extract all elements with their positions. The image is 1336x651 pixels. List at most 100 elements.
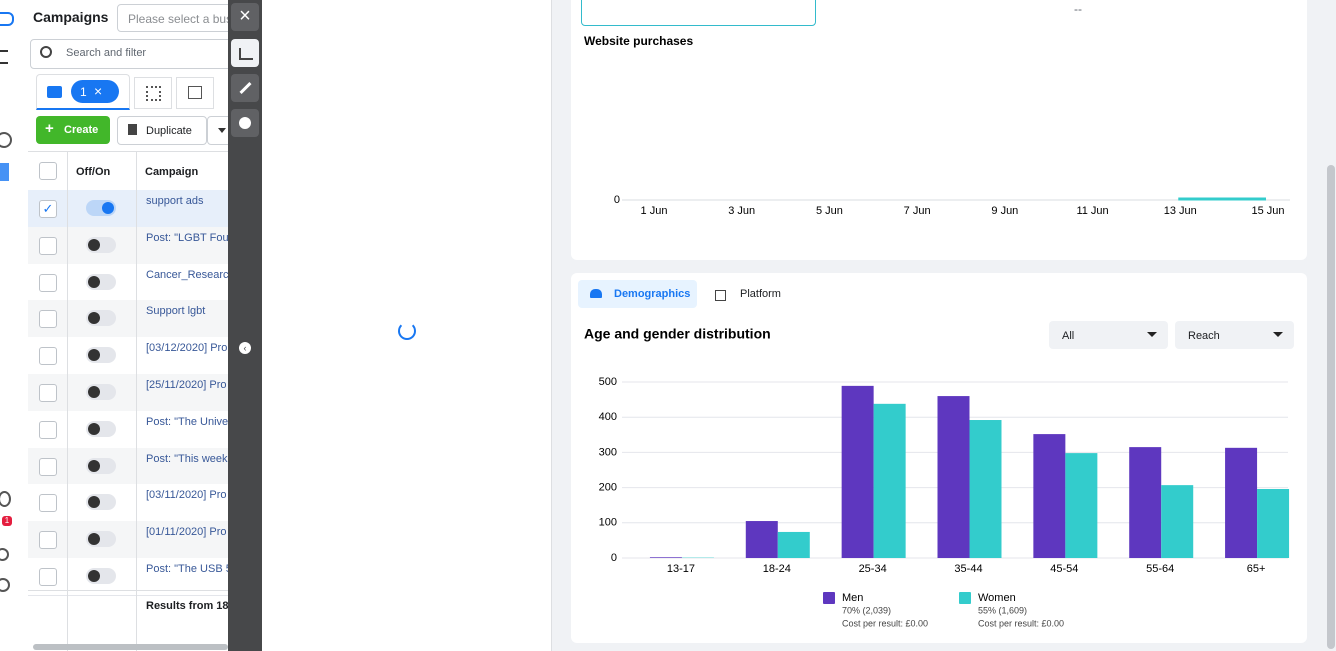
row-checkbox[interactable] xyxy=(39,457,57,476)
metric-box[interactable] xyxy=(581,0,816,26)
row-checkbox[interactable] xyxy=(39,273,57,292)
results-text: Results from 18 xyxy=(146,600,228,612)
history-button[interactable] xyxy=(231,109,259,137)
toggle-knob xyxy=(88,570,100,582)
toggle[interactable] xyxy=(86,384,116,400)
y-tick-label: 300 xyxy=(599,446,617,458)
campaign-name[interactable]: support ads xyxy=(146,195,204,207)
toggle[interactable] xyxy=(86,457,116,474)
business-select[interactable]: Please select a busi xyxy=(117,4,228,32)
charts-button[interactable] xyxy=(231,39,259,67)
edit-button[interactable] xyxy=(231,74,259,102)
bar xyxy=(1129,447,1162,558)
row-checkbox[interactable] xyxy=(39,347,57,366)
duplicate-button[interactable]: Duplicate xyxy=(117,116,207,145)
logo[interactable] xyxy=(0,12,14,26)
campaign-name[interactable]: [03/12/2020] Pro xyxy=(146,342,228,355)
help-icon[interactable] xyxy=(0,578,10,592)
header-checkbox[interactable] xyxy=(39,162,57,180)
v-scrollbar[interactable] xyxy=(1327,165,1335,649)
campaign-name[interactable]: Post: "This week xyxy=(146,452,228,465)
side-toolbar: × ‹ xyxy=(228,0,262,651)
toggle[interactable] xyxy=(86,568,116,584)
tab-label: Platform xyxy=(740,288,781,300)
more-button[interactable] xyxy=(207,116,228,145)
campaign-name[interactable]: Support lgbt xyxy=(146,305,206,318)
campaign-name[interactable]: Post: "The USB 5 xyxy=(146,563,228,575)
filter-tab[interactable]: 1 × xyxy=(36,74,130,110)
toggle-knob xyxy=(88,459,100,472)
row-checkbox[interactable] xyxy=(39,384,57,402)
row-checkbox[interactable] xyxy=(39,236,57,255)
table-row[interactable]: [03/11/2020] Pro xyxy=(28,484,228,523)
toggle-knob xyxy=(88,422,100,435)
row-checkbox[interactable] xyxy=(39,310,57,329)
legend-swatch xyxy=(959,592,971,604)
close-button[interactable]: × xyxy=(231,3,259,31)
toggle[interactable] xyxy=(86,347,116,364)
table-row[interactable]: ✓ support ads xyxy=(28,190,228,228)
table-row[interactable]: Post: "This week xyxy=(28,447,228,486)
platform-glyph xyxy=(715,290,726,301)
campaign-name[interactable]: [01/11/2020] Pro xyxy=(146,526,227,539)
legend-label: Women xyxy=(978,592,1016,604)
search-box[interactable]: Search and filter xyxy=(30,39,228,69)
dashboard-icon[interactable] xyxy=(0,132,12,148)
table-row[interactable]: [25/11/2020] Pro xyxy=(28,374,228,412)
people-glyph xyxy=(590,289,602,298)
toggle-knob xyxy=(88,275,100,288)
campaign-name[interactable]: Post: "The Unive xyxy=(146,415,228,428)
pencil-glyph xyxy=(239,81,252,95)
collapse-button[interactable]: ‹ xyxy=(239,342,251,354)
row-checkbox[interactable] xyxy=(39,531,57,550)
table-row[interactable]: Support lgbt xyxy=(28,300,228,339)
table-row[interactable]: Post: "The USB 5 xyxy=(28,558,228,596)
menu-icon[interactable] xyxy=(0,50,8,64)
toggle[interactable] xyxy=(86,494,116,511)
nav-strip: 1 xyxy=(0,0,29,651)
row-checkbox[interactable] xyxy=(39,420,57,439)
campaigns-icon[interactable] xyxy=(0,163,9,181)
demographics-tab[interactable]: Demographics xyxy=(578,280,697,308)
table-row[interactable]: Cancer_Researc xyxy=(28,263,228,302)
table-row[interactable]: Post: "LGBT Fou xyxy=(28,226,228,265)
toggle[interactable] xyxy=(86,531,116,548)
toggle[interactable] xyxy=(86,200,116,216)
view-tab[interactable] xyxy=(134,77,172,109)
toggle-knob xyxy=(88,312,100,325)
caret xyxy=(218,128,226,137)
toggle[interactable] xyxy=(86,310,116,327)
filter-dropdown[interactable]: All xyxy=(1049,321,1168,349)
metric-dropdown[interactable]: Reach xyxy=(1175,321,1294,349)
row-checkbox[interactable] xyxy=(39,494,57,513)
toggle[interactable] xyxy=(86,236,116,253)
chip-close[interactable]: × xyxy=(94,83,103,99)
bar xyxy=(1257,489,1290,558)
view-tab[interactable] xyxy=(176,77,214,109)
platform-tab[interactable]: Platform xyxy=(715,280,795,308)
toggle[interactable] xyxy=(86,273,116,290)
x-tick-label: 55-64 xyxy=(1146,563,1174,575)
create-button[interactable]: + Create xyxy=(36,116,110,144)
campaign-name[interactable]: [03/11/2020] Pro xyxy=(146,489,227,502)
campaign-name[interactable]: [25/11/2020] Pro xyxy=(146,379,227,391)
col-divider xyxy=(136,151,137,651)
filter-chip[interactable]: 1 × xyxy=(71,80,119,103)
x-tick-label: 45-54 xyxy=(1050,563,1078,575)
toggle[interactable] xyxy=(86,420,116,437)
loading-pane xyxy=(262,0,552,651)
table-row[interactable]: [03/12/2020] Pro xyxy=(28,337,228,376)
bar xyxy=(1161,485,1194,558)
table-row[interactable]: Post: "The Unive xyxy=(28,410,228,449)
search-icon[interactable] xyxy=(0,548,9,561)
row-checkbox[interactable] xyxy=(39,568,57,586)
campaign-name[interactable]: Post: "LGBT Fou xyxy=(146,231,228,244)
toggle-knob xyxy=(102,202,114,214)
h-scrollbar[interactable] xyxy=(33,644,228,650)
campaign-name[interactable]: Cancer_Researc xyxy=(146,268,228,281)
legend-detail: 70% (2,039) xyxy=(842,605,891,615)
tab-label: Demographics xyxy=(614,288,691,300)
table-row[interactable]: [01/11/2020] Pro xyxy=(28,521,228,560)
row-checkbox[interactable]: ✓ xyxy=(39,200,57,218)
settings-icon[interactable] xyxy=(0,491,11,507)
